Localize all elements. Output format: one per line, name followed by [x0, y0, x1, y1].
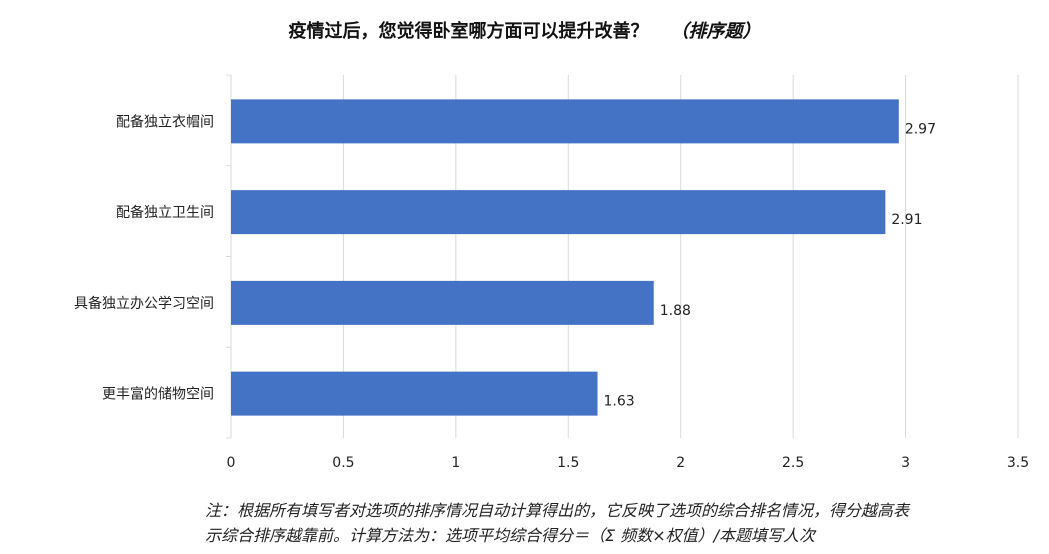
category-label: 更丰富的储物空间 — [102, 386, 214, 403]
bar — [231, 280, 654, 325]
note-line-1: 注：根据所有填写者对选项的排序情况自动计算得出的，它反映了选项的综合排名情况，得… — [205, 501, 910, 520]
data-label: 2.97 — [905, 121, 936, 137]
data-label: 2.91 — [891, 212, 922, 228]
data-label: 1.88 — [660, 303, 691, 319]
bar — [231, 99, 899, 144]
bar — [231, 190, 886, 235]
chart-title: 疫情过后，您觉得卧室哪方面可以提升改善？ （排序题） — [0, 17, 1049, 43]
x-tick-label: 0.5 — [332, 455, 354, 471]
data-label: 1.63 — [604, 394, 635, 410]
x-tick-label: 0 — [227, 455, 236, 471]
x-tick-label: 2 — [676, 455, 685, 471]
x-tick-label: 1 — [451, 455, 460, 471]
x-tick-label: 3 — [901, 455, 910, 471]
x-tick-label: 3.5 — [1007, 455, 1029, 471]
title-subtitle: （排序题） — [670, 21, 761, 42]
bar — [231, 371, 598, 416]
note-line-2: 示综合排序越靠前。计算方法为：选项平均综合得分＝（Σ 频数×权值）/本题填写人次 — [205, 526, 815, 545]
category-label: 具备独立办公学习空间 — [74, 295, 214, 312]
category-label: 配备独立衣帽间 — [116, 113, 214, 130]
category-label: 配备独立卫生间 — [116, 204, 214, 221]
x-tick-label: 2.5 — [782, 455, 804, 471]
x-tick-label: 1.5 — [557, 455, 579, 471]
title-text: 疫情过后，您觉得卧室哪方面可以提升改善？ — [288, 21, 649, 42]
